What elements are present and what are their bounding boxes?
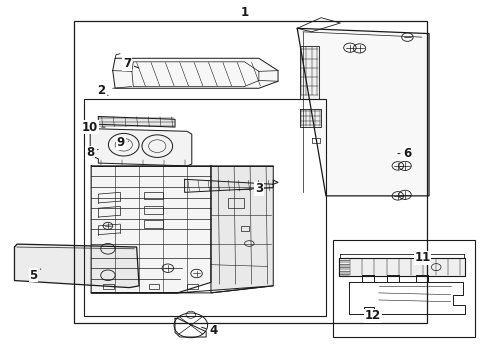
Text: 6: 6 [397,147,411,160]
Text: 2: 2 [97,84,108,96]
Polygon shape [210,166,273,293]
Polygon shape [339,258,464,276]
Polygon shape [98,117,175,127]
Polygon shape [299,109,321,127]
Bar [74,21,426,323]
Bar [227,198,244,208]
Polygon shape [112,58,278,88]
Polygon shape [91,166,210,293]
Text: 8: 8 [86,146,98,159]
Polygon shape [184,179,278,192]
Text: 11: 11 [414,251,430,264]
Text: 5: 5 [29,269,41,282]
Bar [240,226,249,231]
Bar [103,284,113,289]
Text: 12: 12 [364,309,380,322]
Polygon shape [15,244,139,288]
Bar [332,240,473,337]
Text: 10: 10 [82,121,105,134]
Bar [143,192,163,199]
Bar [143,206,163,213]
Bar [84,99,325,316]
Text: 7: 7 [123,57,139,70]
Text: 3: 3 [237,182,263,195]
Polygon shape [297,28,428,196]
Bar [148,284,159,289]
Text: 4: 4 [201,324,217,337]
Text: 1: 1 [240,6,248,19]
Polygon shape [299,46,318,99]
Polygon shape [90,129,191,166]
Text: 9: 9 [117,136,128,149]
Bar [143,220,163,228]
Bar [186,284,197,289]
